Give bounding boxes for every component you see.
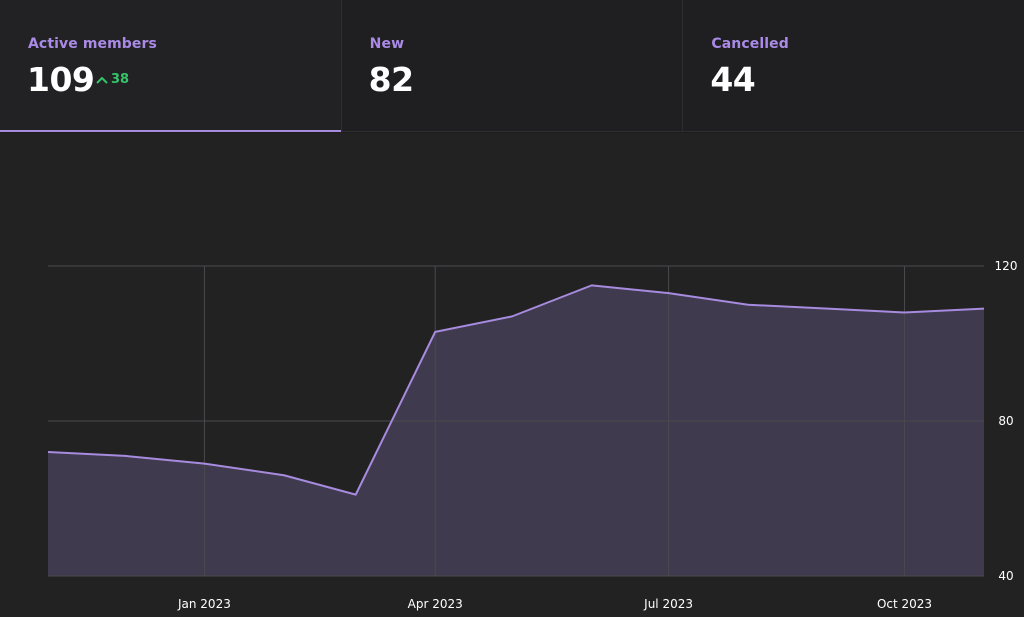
stat-label: New	[369, 36, 405, 52]
x-tick-label: Oct 2023	[877, 597, 932, 611]
chart-panel: 40 80 120 Jan 2023 Apr 2023 Jul 2023 Oct 2023	[0, 133, 1024, 617]
y-tick-label: 40	[998, 569, 1013, 583]
delta-value: 38	[111, 72, 130, 87]
x-tick-label: Jul 2023	[643, 597, 693, 611]
y-tick-label: 80	[998, 414, 1013, 428]
stats-bar: Active members 109 38 New 82 Cancelled 4…	[0, 0, 1024, 133]
stat-value: 44	[710, 60, 756, 99]
stat-cancelled[interactable]: Cancelled 44	[683, 0, 1024, 132]
delta-badge: 38	[95, 72, 129, 87]
stat-value: 109	[27, 60, 95, 99]
stat-new[interactable]: New 82	[341, 0, 684, 132]
area-fill	[48, 285, 984, 576]
y-tick-label: 120	[995, 259, 1018, 273]
stat-value: 82	[368, 60, 414, 99]
x-tick-label: Jan 2023	[177, 597, 231, 611]
area-chart: 40 80 120 Jan 2023 Apr 2023 Jul 2023 Oct 2023	[47, 259, 1018, 611]
chevron-up-icon	[96, 76, 108, 84]
x-tick-label: Apr 2023	[408, 597, 463, 611]
stat-active-members[interactable]: Active members 109 38	[0, 0, 342, 132]
stat-label: Active members	[28, 36, 157, 52]
stat-label: Cancelled	[711, 36, 789, 52]
series-line	[47, 284, 985, 496]
